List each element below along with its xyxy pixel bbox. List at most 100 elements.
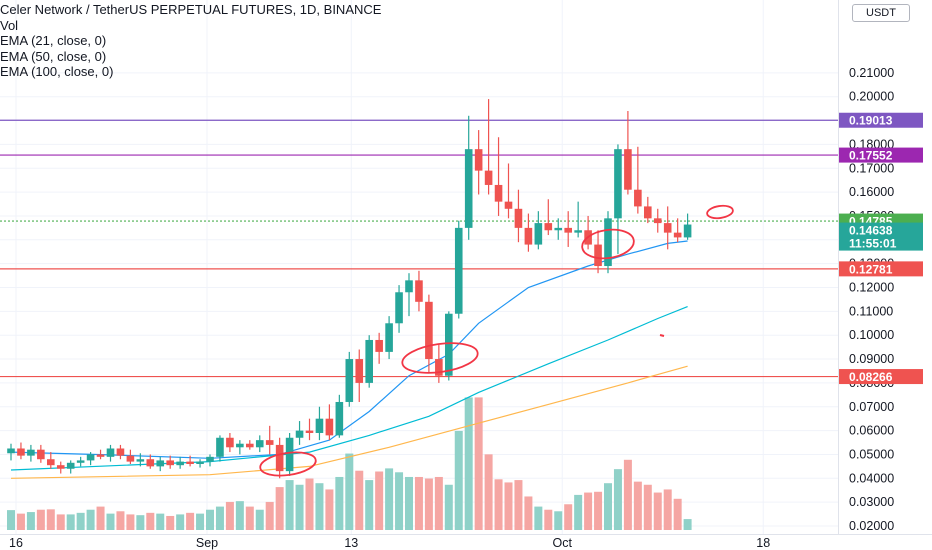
candle-body — [504, 201, 513, 209]
y-tick-label: 0.04000 — [849, 471, 894, 485]
y-tick-label: 0.03000 — [849, 495, 894, 509]
candle-body — [206, 456, 214, 462]
volume-bar — [633, 481, 642, 530]
price-tag-label: 0.19013 — [849, 114, 893, 128]
volume-bar — [683, 519, 692, 530]
legend-ema-50[interactable]: EMA (50, close, 0) — [0, 48, 107, 64]
volume-bar — [305, 478, 314, 530]
price-tag — [839, 222, 923, 251]
volume-bar — [166, 515, 175, 530]
legend-volume[interactable]: Vol — [0, 17, 19, 33]
y-tick-label: 0.05000 — [849, 447, 894, 461]
candle-body — [544, 223, 553, 231]
candle-body — [554, 227, 563, 231]
volume-bar — [584, 492, 593, 530]
volume-bar — [494, 479, 503, 530]
legend-ema-21[interactable]: EMA (21, close, 0) — [0, 33, 107, 48]
volume-bar — [206, 509, 214, 530]
candlesticks — [7, 99, 692, 479]
volume-bar — [26, 512, 35, 530]
y-tick-label: 0.17000 — [849, 161, 894, 175]
volume-bar — [215, 506, 224, 530]
chart-grid — [0, 0, 838, 534]
x-tick-label: Sep — [196, 536, 218, 550]
price-tag — [839, 147, 923, 163]
volume-bar — [434, 476, 443, 530]
candle-body — [186, 461, 194, 464]
candle-body — [494, 184, 503, 202]
chart-legend: Celer Network / TetherUS PERPETUAL FUTUR… — [0, 2, 381, 80]
volume-bar — [464, 397, 473, 530]
volume-bar — [7, 510, 15, 530]
ema-line-3 — [10, 365, 688, 479]
candle-body — [653, 218, 662, 224]
candle-body — [425, 301, 433, 360]
y-tick-label: 0.02000 — [849, 519, 894, 533]
candle-body — [265, 440, 274, 445]
volume-bar — [395, 472, 404, 530]
annotation-circles — [259, 204, 734, 477]
annotation-mark — [659, 334, 665, 337]
candle-body — [315, 418, 324, 433]
candle-body — [435, 359, 443, 376]
candle-body — [17, 448, 25, 456]
volume-bar — [186, 512, 195, 530]
annotation-circle — [706, 204, 734, 220]
candle-body — [305, 430, 314, 433]
volume-bar — [285, 480, 294, 530]
volume-bar — [176, 514, 185, 530]
candle-body — [255, 440, 264, 448]
volume-bar — [46, 509, 55, 530]
candle-body — [454, 227, 463, 314]
candle-body — [445, 313, 453, 376]
price-tag-label: 0.12781 — [849, 262, 893, 276]
candle-body — [355, 359, 364, 383]
volume-bar — [315, 483, 324, 530]
volume-bar — [484, 454, 493, 530]
legend-ema-100[interactable]: EMA (100, close, 0) — [0, 64, 114, 79]
candle-body — [365, 339, 373, 383]
candle-body — [634, 189, 642, 207]
candle-body — [534, 223, 543, 245]
volume-bar — [623, 459, 632, 530]
volume-bar — [365, 480, 374, 530]
candle-body — [56, 465, 65, 469]
volume-bar — [544, 509, 553, 530]
price-tag — [839, 369, 923, 385]
volume-bar — [514, 480, 523, 530]
currency-button[interactable]: USDT — [852, 4, 910, 22]
volume-bar — [444, 484, 453, 530]
price-tags: 0.190130.175520.147850.1463811:55:010.12… — [839, 112, 923, 385]
volume-bar — [534, 506, 543, 530]
volume-bar — [106, 513, 115, 530]
candle-body — [683, 224, 692, 238]
y-tick-label: 0.12000 — [849, 281, 894, 295]
volume-bar — [375, 471, 384, 530]
volume-bar — [564, 504, 573, 530]
chart-title[interactable]: Celer Network / TetherUS PERPETUAL FUTUR… — [0, 2, 382, 17]
annotation-circle — [259, 451, 317, 477]
candle-body — [37, 449, 45, 460]
candle-body — [415, 280, 423, 302]
price-tag-label: 0.17552 — [849, 149, 893, 163]
candle-body — [285, 437, 294, 472]
volume-bar — [653, 492, 662, 530]
volume-bar — [325, 489, 334, 530]
volume-bar — [335, 476, 344, 530]
volume-bar — [196, 513, 205, 530]
candle-body — [604, 218, 612, 267]
ema-line-2 — [10, 306, 688, 471]
volume-bar — [66, 514, 75, 530]
candle-body — [116, 448, 125, 456]
volume-bar — [275, 487, 284, 530]
candle-body — [7, 448, 15, 454]
candle-body — [385, 323, 393, 352]
volume-bar — [255, 509, 264, 530]
volume-bar — [265, 501, 274, 530]
volume-bar — [673, 498, 682, 530]
horizontal-levels — [0, 119, 838, 378]
volume-bar — [295, 484, 304, 530]
volume-bar — [405, 476, 413, 530]
candle-body — [27, 449, 35, 456]
